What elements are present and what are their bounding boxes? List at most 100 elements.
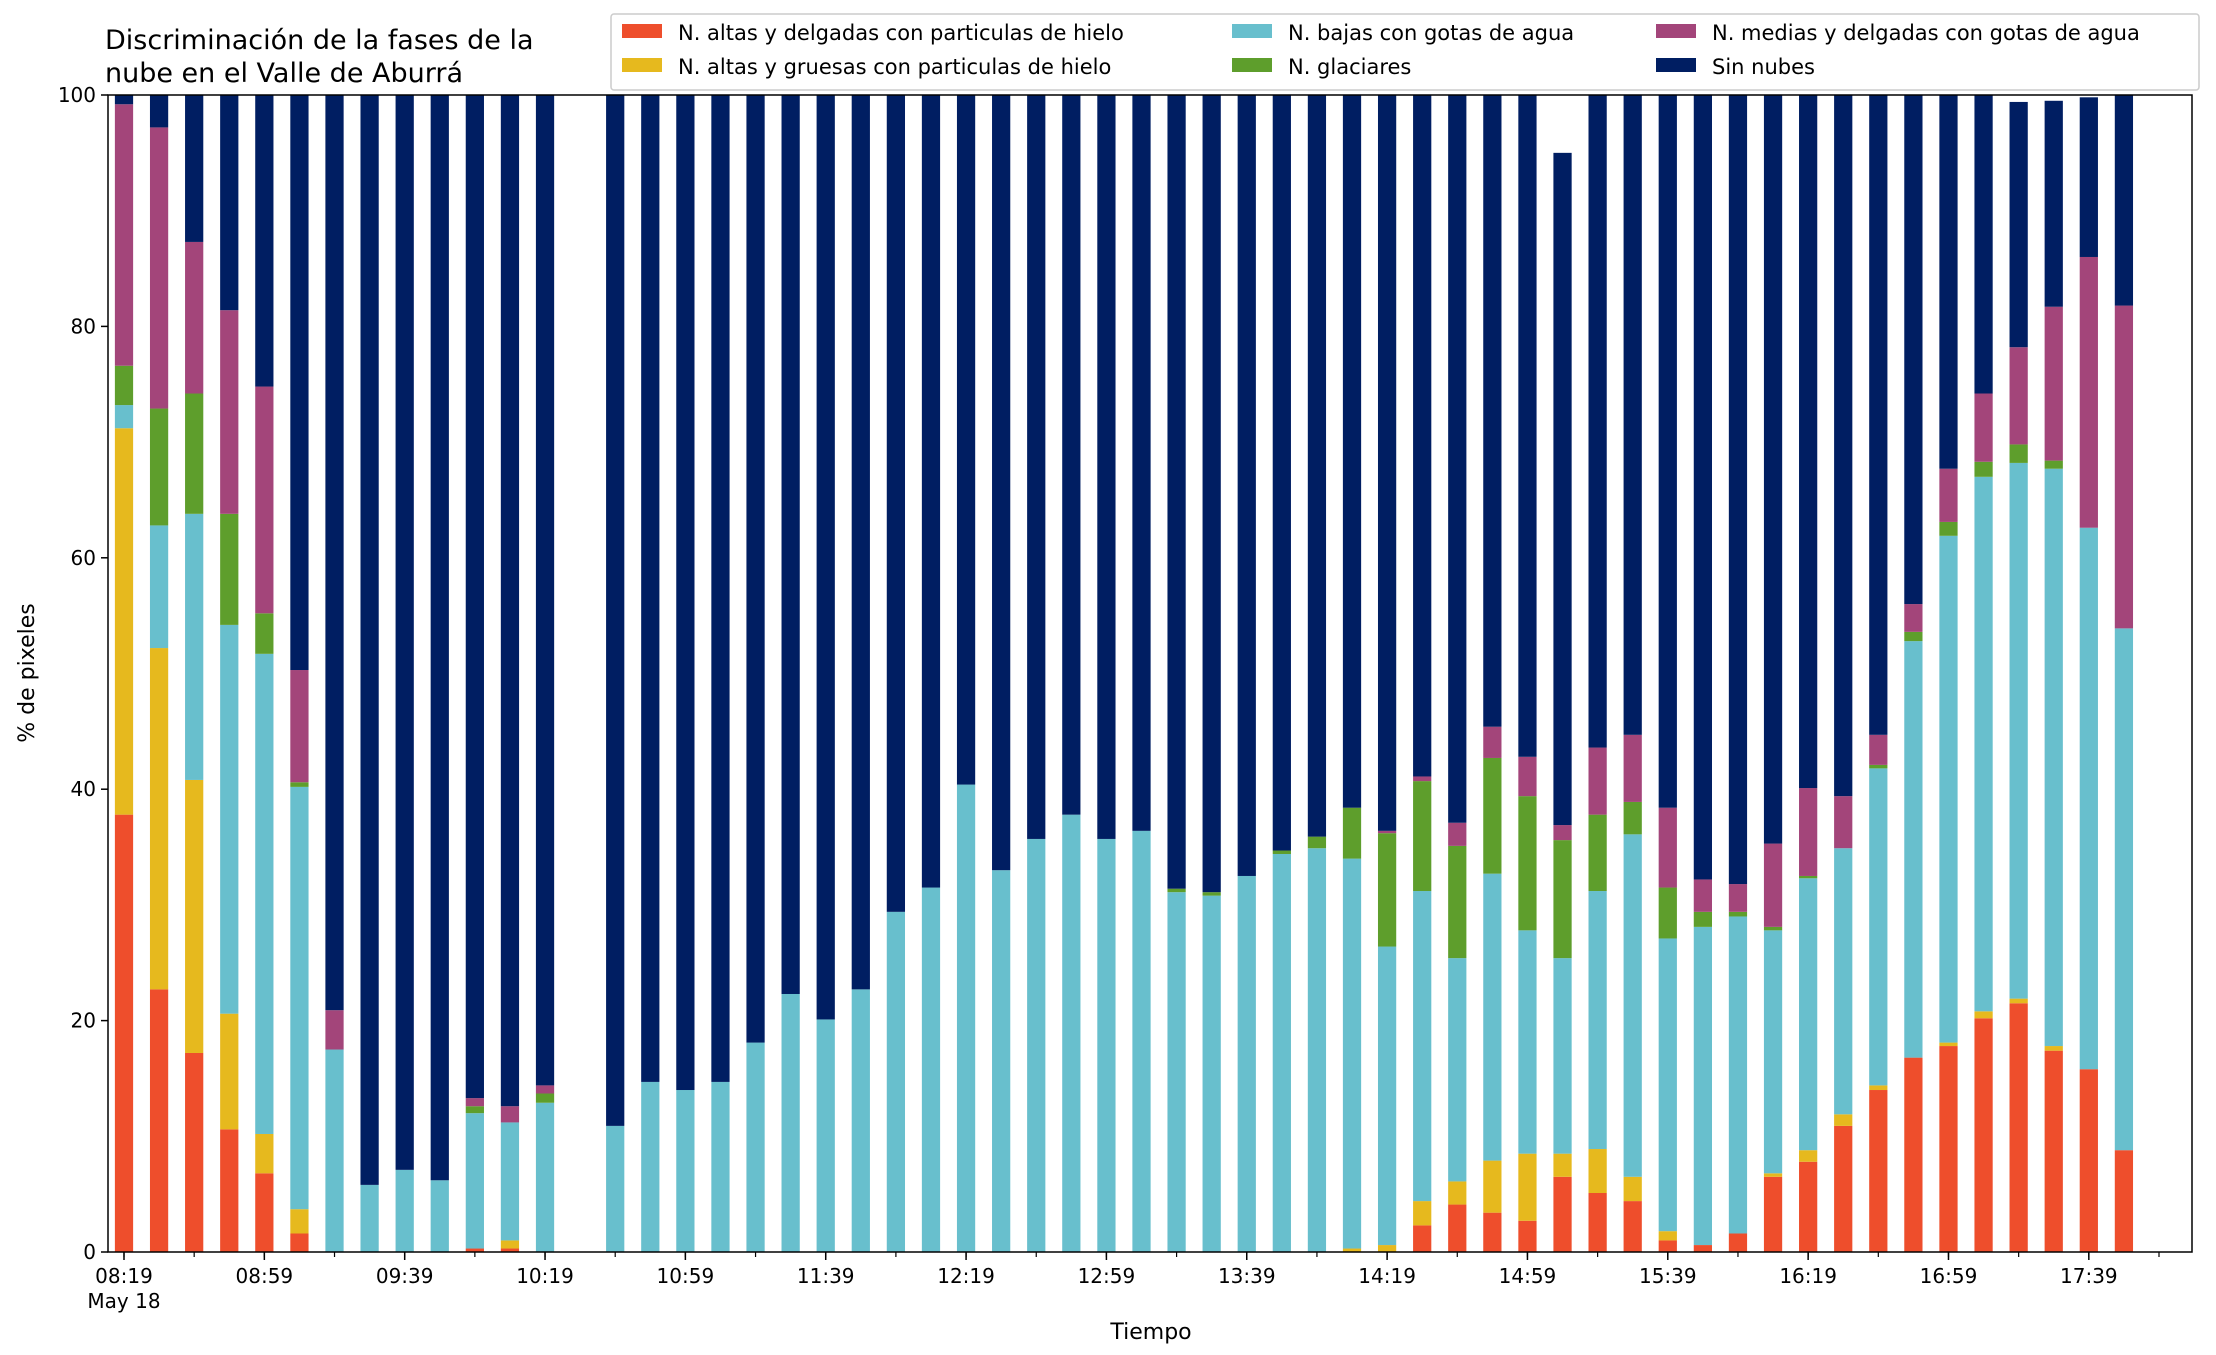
bar-segment-s1-1619 (1799, 1150, 1818, 1162)
bar-segment-s2-1619 (1799, 878, 1818, 1151)
bar-segment-s2-1039 (606, 1125, 625, 1252)
bar-segment-s4-1529 (1623, 734, 1642, 802)
bar-segment-s4-1739 (2079, 256, 2098, 528)
bar-segment-s1-0829 (149, 648, 169, 990)
bar-segment-s0-1559 (1728, 1233, 1748, 1252)
bar-segment-s3-1329 (1202, 892, 1221, 896)
bar-segment-s5-1429 (1413, 95, 1432, 777)
bar-segment-s5-0909 (290, 95, 309, 671)
y-tick-label-0: 0 (83, 1240, 96, 1264)
bar-segment-s1-1439 (1448, 1181, 1467, 1205)
bar-segment-s4-1709 (1974, 393, 1993, 462)
bar-segment-s4-1659 (1939, 468, 1958, 522)
bar-segment-s4-0819 (114, 104, 134, 366)
bar-segment-s0-1459 (1518, 1220, 1537, 1252)
bar-segment-s1-1459 (1518, 1153, 1537, 1221)
x-tick-label-9: 14:19 (1358, 1264, 1416, 1288)
bar-segment-s2-1749 (2114, 628, 2134, 1151)
bar-segment-s2-1159 (886, 911, 906, 1252)
chart-title-line-1: Discriminación de la fases de la (105, 25, 534, 56)
bar-segment-s0-1709 (1974, 1018, 1993, 1252)
legend: N. altas y delgadas con particulas de hi… (610, 13, 2200, 91)
bar-segment-s4-1449 (1483, 726, 1502, 758)
bar-segment-s3-1019 (535, 1093, 555, 1103)
bar-segment-s4-0839 (185, 241, 204, 394)
bar-segment-s2-1049 (641, 1081, 660, 1252)
legend-swatch-1 (622, 58, 662, 72)
bar-segment-s4-1639 (1869, 734, 1888, 765)
bar-segment-s1-1609 (1763, 1173, 1783, 1177)
bar-segment-s3-1409 (1342, 807, 1362, 859)
bar-segment-s0-1449 (1483, 1212, 1502, 1252)
bar-segment-s3-0829 (149, 408, 169, 526)
bar-segment-s5-1159 (886, 95, 906, 912)
bar-segment-s3-1509 (1553, 840, 1572, 959)
legend-label-5: Sin nubes (1712, 55, 1815, 79)
bar-segment-s2-1249 (1062, 814, 1081, 1252)
y-tick-label-60: 60 (71, 546, 96, 570)
bar-segment-s5-1219 (956, 95, 976, 785)
bar-segment-s2-1119 (746, 1042, 765, 1252)
bars-layer (114, 95, 2134, 1252)
bar-segment-s3-1459 (1518, 796, 1537, 931)
bar-segment-s4-1419 (1377, 830, 1397, 834)
bar-segment-s0-1629 (1834, 1125, 1853, 1252)
bar-segment-s0-0959 (465, 1248, 484, 1252)
bar-segment-s3-1559 (1728, 911, 1748, 917)
bar-segment-s3-1549 (1693, 911, 1712, 927)
bar-segment-s3-1519 (1588, 814, 1607, 892)
y-tick-label-100: 100 (58, 83, 96, 107)
bar-segment-s5-1639 (1869, 95, 1888, 735)
bar-segment-s5-1619 (1799, 95, 1818, 789)
bar-segment-s4-1539 (1658, 807, 1677, 888)
bar-segment-s1-1639 (1869, 1085, 1888, 1091)
bar-segment-s0-1719 (2009, 1003, 2028, 1252)
bar-segment-s3-1349 (1272, 850, 1291, 854)
bar-segment-s4-1649 (1904, 604, 1923, 632)
bar-segment-s3-0839 (185, 393, 204, 514)
bar-segment-s5-1509 (1553, 152, 1572, 826)
bar-segment-s0-1429 (1413, 1225, 1432, 1252)
bar-segment-s0-0909 (290, 1233, 309, 1252)
bar-segment-s2-1719 (2009, 462, 2028, 999)
bar-segment-s2-1239 (1027, 838, 1046, 1252)
bar-segment-s3-1659 (1939, 521, 1958, 536)
bar-segment-s4-1549 (1693, 879, 1712, 912)
bar-segment-s1-1729 (2044, 1046, 2063, 1051)
bar-segment-s1-1539 (1658, 1231, 1677, 1241)
bar-segment-s2-1529 (1623, 834, 1642, 1177)
bar-segment-s5-1129 (781, 95, 800, 994)
bar-segment-s1-1409 (1342, 1248, 1362, 1252)
bar-segment-s2-0859 (255, 653, 274, 1134)
bar-segment-s3-1719 (2009, 444, 2028, 463)
x-tick-label-14: 17:39 (2060, 1264, 2118, 1288)
bar-segment-s3-1529 (1623, 801, 1642, 835)
chart-title-line-2: nube en el Valle de Aburrá (105, 58, 463, 89)
bar-segment-s2-1139 (816, 1019, 835, 1252)
bar-segment-s1-1629 (1834, 1114, 1853, 1126)
bar-segment-s5-1349 (1272, 95, 1291, 851)
bar-segment-s5-1659 (1939, 95, 1958, 469)
bar-segment-s5-1329 (1202, 95, 1221, 893)
bar-segment-s2-1709 (1974, 476, 1993, 1012)
bar-segment-s5-0929 (360, 95, 379, 1185)
bar-segment-s0-1659 (1939, 1046, 1958, 1252)
bar-segment-s0-1509 (1553, 1176, 1572, 1252)
bar-segment-s2-0919 (325, 1049, 344, 1252)
x-tick-label-4: 10:59 (657, 1264, 715, 1288)
bar-segment-s0-1729 (2044, 1050, 2063, 1252)
bar-segment-s4-1519 (1588, 747, 1607, 815)
bar-segment-s5-1229 (992, 95, 1011, 871)
bar-segment-s2-1109 (711, 1081, 730, 1252)
bar-segment-s2-1609 (1763, 930, 1783, 1174)
y-tick-label-40: 40 (71, 777, 96, 801)
bar-segment-s2-1219 (956, 784, 976, 1252)
bar-segment-s2-1729 (2044, 468, 2063, 1047)
bar-segment-s0-1009 (500, 1248, 520, 1252)
bar-segment-s2-1739 (2079, 527, 2098, 1070)
x-tick-sublabel-0: May 18 (87, 1289, 160, 1313)
bar-segment-s2-1439 (1448, 958, 1467, 1182)
bar-segment-s5-1729 (2044, 100, 2063, 307)
bar-segment-s5-1239 (1027, 95, 1046, 839)
